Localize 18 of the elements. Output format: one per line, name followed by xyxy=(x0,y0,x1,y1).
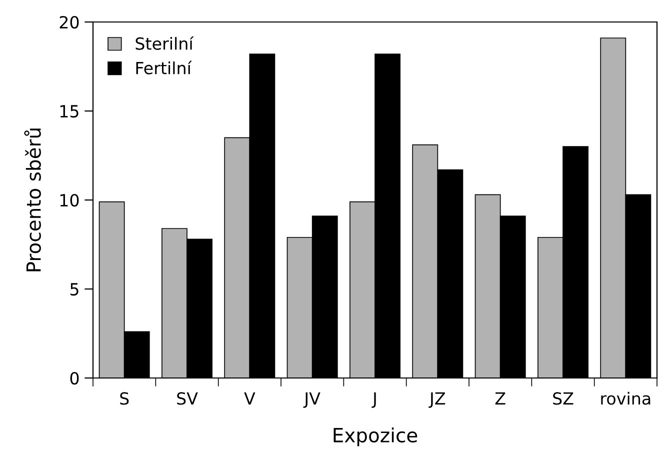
x-tick-label: SZ xyxy=(553,392,574,405)
y-tick-label: 0 xyxy=(70,372,79,385)
y-tick-label: 20 xyxy=(60,16,79,29)
y-tick-label: 15 xyxy=(60,105,78,118)
x-tick-label: JV xyxy=(303,392,320,408)
x-tick-label: V xyxy=(244,392,256,405)
x-tick-label: Z xyxy=(495,392,506,405)
x-tick-label: J xyxy=(372,392,376,408)
y-tick-label: 10 xyxy=(60,194,79,207)
legend-label: Sterilní xyxy=(136,36,194,50)
y-axis-title: Procento sběrů xyxy=(24,128,41,272)
x-tick-label: S xyxy=(120,392,129,405)
x-axis-title: Expozice xyxy=(334,427,418,446)
legend-label: Fertilní xyxy=(136,60,192,74)
x-tick-label: SV xyxy=(177,392,198,405)
x-tick-label: JZ xyxy=(428,392,446,408)
x-tick-label: rovina xyxy=(601,392,650,405)
y-tick-label: 5 xyxy=(70,283,78,296)
